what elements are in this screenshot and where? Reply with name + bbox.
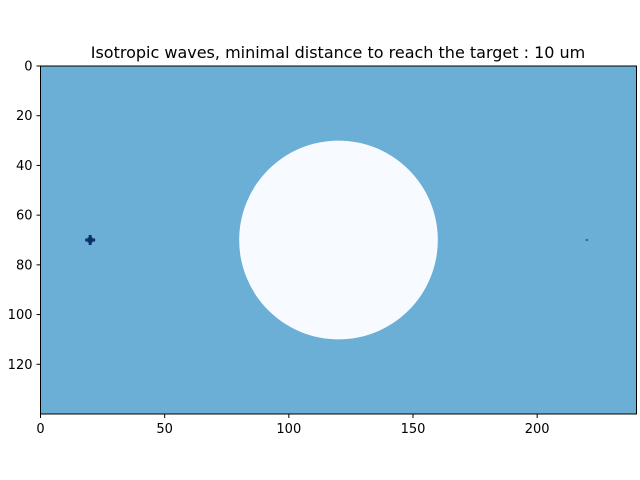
plot-area — [40, 66, 637, 414]
plot-frame — [40, 65, 637, 415]
y-axis: 0 20 40 60 80 100 120 — [8, 60, 41, 373]
region-obstacle — [239, 140, 438, 340]
y-tick-label: 80 — [16, 258, 33, 273]
y-tick-label: 20 — [16, 109, 33, 124]
x-tick-label: 200 — [525, 422, 550, 437]
marker-source — [85, 235, 96, 245]
x-tick-label: 100 — [276, 422, 301, 437]
x-tick-label: 0 — [36, 422, 44, 437]
chart-title: Isotropic waves, minimal distance to rea… — [91, 43, 586, 62]
y-tick-label: 100 — [8, 308, 33, 323]
x-axis: 0 50 100 150 200 — [36, 414, 550, 437]
marker-target — [585, 239, 589, 241]
y-tick-label: 40 — [16, 159, 33, 174]
y-tick-label: 60 — [16, 209, 33, 224]
y-tick-label: 0 — [24, 60, 32, 75]
x-tick-label: 50 — [156, 422, 173, 437]
y-tick-label: 120 — [8, 358, 33, 373]
x-tick-label: 150 — [401, 422, 426, 437]
marker-source-core — [87, 237, 93, 243]
